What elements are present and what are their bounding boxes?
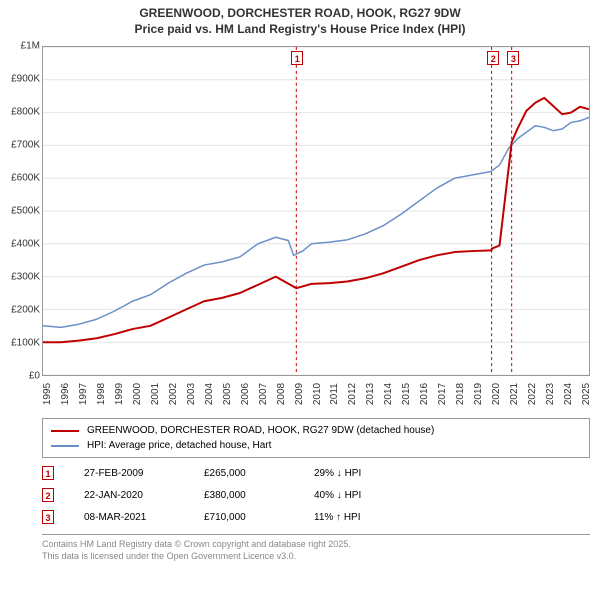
x-axis-tick: 2000 (132, 383, 143, 405)
title-line1: GREENWOOD, DORCHESTER ROAD, HOOK, RG27 9… (0, 6, 600, 22)
legend-item: HPI: Average price, detached house, Hart (51, 438, 581, 453)
x-axis-tick: 1997 (78, 383, 89, 405)
event-date: 22-JAN-2020 (84, 490, 204, 501)
y-axis-tick: £500K (2, 206, 40, 217)
y-axis-tick: £0 (2, 371, 40, 382)
event-date: 08-MAR-2021 (84, 512, 204, 523)
x-axis-tick: 2019 (473, 383, 484, 405)
event-marker-1: 1 (291, 51, 303, 65)
x-axis-tick: 2003 (186, 383, 197, 405)
x-axis-tick: 2002 (168, 383, 179, 405)
event-row-marker: 1 (42, 466, 54, 480)
event-marker-3: 3 (507, 51, 519, 65)
x-axis-tick: 2009 (294, 383, 305, 405)
y-axis-tick: £800K (2, 107, 40, 118)
legend-swatch (51, 445, 79, 447)
y-axis-tick: £200K (2, 305, 40, 316)
x-axis-tick: 2024 (563, 383, 574, 405)
x-axis-tick: 2008 (276, 383, 287, 405)
x-axis-tick: 2023 (545, 383, 556, 405)
event-row: 2 22-JAN-2020£380,00040% ↓ HPI (42, 484, 590, 506)
legend-swatch (51, 430, 79, 432)
x-axis-tick: 2005 (222, 383, 233, 405)
x-axis-tick: 2012 (347, 383, 358, 405)
event-delta: 40% ↓ HPI (314, 490, 434, 501)
chart-container: GREENWOOD, DORCHESTER ROAD, HOOK, RG27 9… (0, 0, 600, 590)
x-axis-tick: 2015 (401, 383, 412, 405)
x-axis-tick: 1999 (114, 383, 125, 405)
title-line2: Price paid vs. HM Land Registry's House … (0, 22, 600, 38)
x-axis-tick: 1996 (60, 383, 71, 405)
x-axis-tick: 2007 (258, 383, 269, 405)
event-price: £380,000 (204, 490, 314, 501)
x-axis-tick: 2022 (527, 383, 538, 405)
legend-label: HPI: Average price, detached house, Hart (87, 440, 271, 451)
y-axis-tick: £300K (2, 272, 40, 283)
chart-svg (43, 47, 589, 375)
x-axis-tick: 2001 (150, 383, 161, 405)
y-axis-tick: £600K (2, 173, 40, 184)
y-axis-tick: £100K (2, 338, 40, 349)
chart-title: GREENWOOD, DORCHESTER ROAD, HOOK, RG27 9… (0, 0, 600, 37)
y-axis-tick: £400K (2, 239, 40, 250)
x-axis-tick: 2025 (581, 383, 592, 405)
x-axis-tick: 2006 (240, 383, 251, 405)
y-axis-tick: £700K (2, 140, 40, 151)
x-axis-tick: 2020 (491, 383, 502, 405)
event-marker-2: 2 (487, 51, 499, 65)
y-axis-tick: £1M (2, 41, 40, 52)
footer-line1: Contains HM Land Registry data © Crown c… (42, 539, 590, 551)
footer-line2: This data is licensed under the Open Gov… (42, 551, 590, 563)
event-row: 3 08-MAR-2021£710,00011% ↑ HPI (42, 506, 590, 528)
x-axis-tick: 2017 (437, 383, 448, 405)
event-date: 27-FEB-2009 (84, 468, 204, 479)
x-axis-tick: 1998 (96, 383, 107, 405)
legend-item: GREENWOOD, DORCHESTER ROAD, HOOK, RG27 9… (51, 423, 581, 438)
event-delta: 11% ↑ HPI (314, 512, 434, 523)
event-price: £265,000 (204, 468, 314, 479)
x-axis-tick: 2018 (455, 383, 466, 405)
plot-area: 1 23 (42, 46, 590, 376)
event-row: 1 27-FEB-2009£265,00029% ↓ HPI (42, 462, 590, 484)
x-axis-tick: 2010 (312, 383, 323, 405)
x-axis-tick: 2011 (329, 383, 340, 405)
x-axis-tick: 2014 (383, 383, 394, 405)
event-delta: 29% ↓ HPI (314, 468, 434, 479)
events-table: 1 27-FEB-2009£265,00029% ↓ HPI 2 22-JAN-202… (42, 462, 590, 528)
event-price: £710,000 (204, 512, 314, 523)
x-axis-tick: 1995 (42, 383, 53, 405)
y-axis-tick: £900K (2, 74, 40, 85)
x-axis-tick: 2016 (419, 383, 430, 405)
x-axis-tick: 2004 (204, 383, 215, 405)
x-axis-tick: 2021 (509, 383, 520, 405)
footer-attribution: Contains HM Land Registry data © Crown c… (42, 534, 590, 562)
event-row-marker: 3 (42, 510, 54, 524)
series-hpi (43, 117, 589, 327)
legend-label: GREENWOOD, DORCHESTER ROAD, HOOK, RG27 9… (87, 425, 434, 436)
x-axis-tick: 2013 (365, 383, 376, 405)
legend: GREENWOOD, DORCHESTER ROAD, HOOK, RG27 9… (42, 418, 590, 458)
event-row-marker: 2 (42, 488, 54, 502)
